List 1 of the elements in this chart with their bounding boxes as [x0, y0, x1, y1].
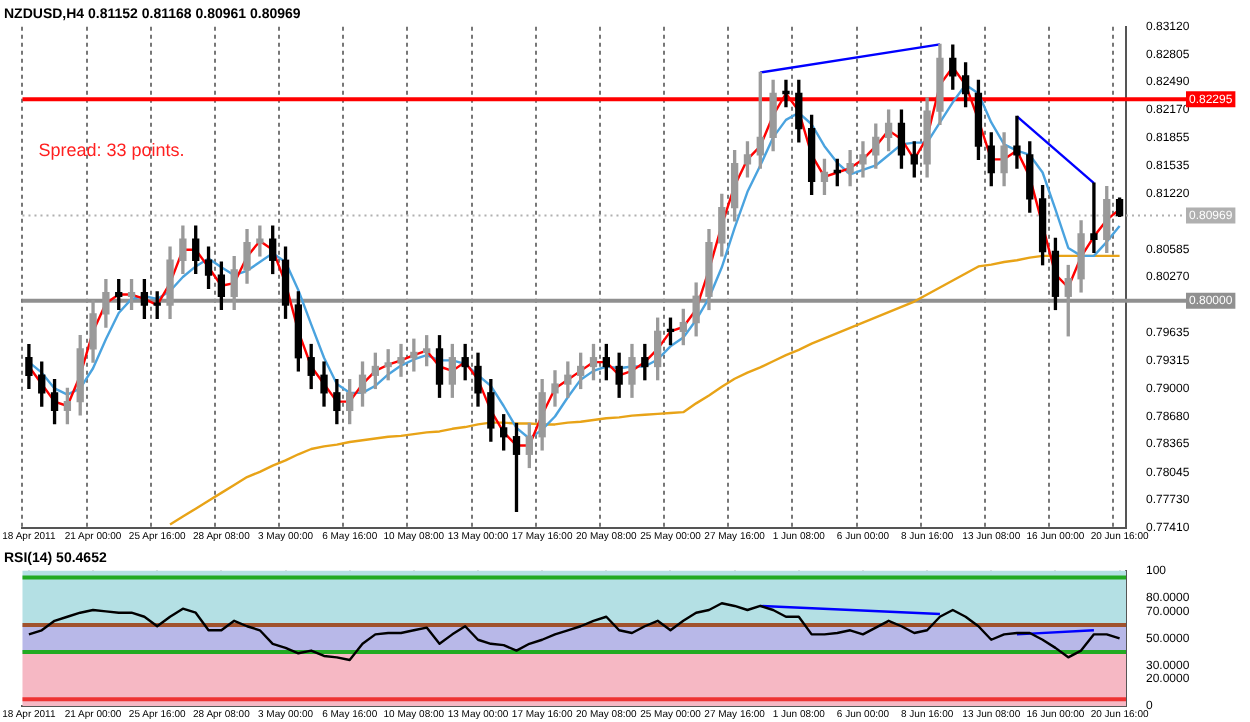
annotation: Spread: 33 points. — [38, 139, 185, 160]
